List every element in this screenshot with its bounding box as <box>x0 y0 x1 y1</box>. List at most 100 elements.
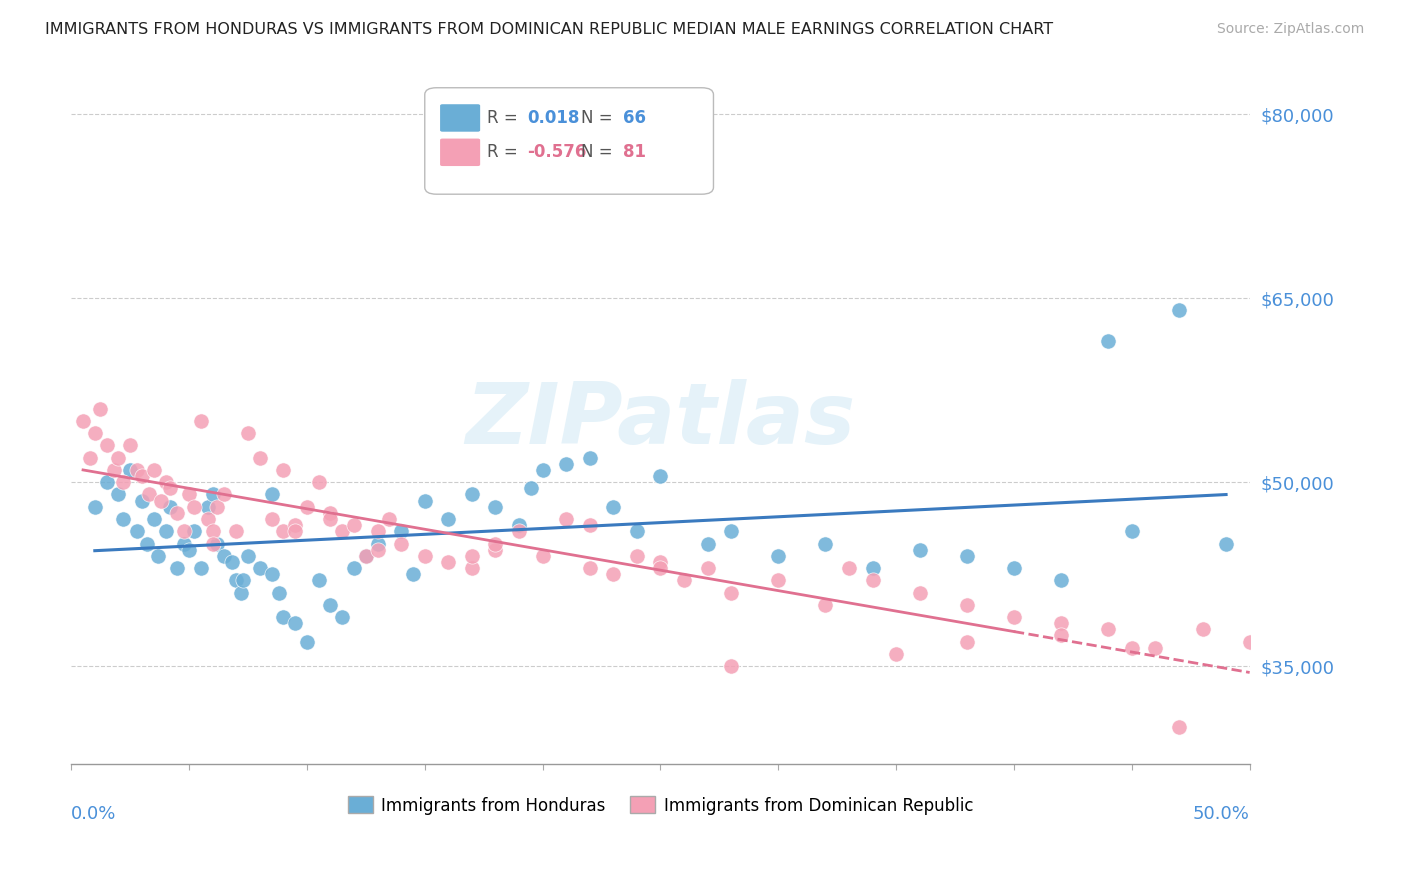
Point <box>249 450 271 465</box>
Point <box>131 469 153 483</box>
Point <box>214 549 236 563</box>
Point <box>177 542 200 557</box>
Point <box>1002 561 1025 575</box>
Point <box>260 567 283 582</box>
Point <box>413 493 436 508</box>
Point <box>166 506 188 520</box>
Legend: Immigrants from Honduras, Immigrants from Dominican Republic: Immigrants from Honduras, Immigrants fro… <box>342 789 980 822</box>
Point <box>1050 574 1073 588</box>
Point <box>1050 628 1073 642</box>
Point <box>79 450 101 465</box>
Point <box>267 585 290 599</box>
Point <box>197 512 219 526</box>
Point <box>626 524 648 539</box>
Point <box>1002 610 1025 624</box>
Point <box>295 634 318 648</box>
Point <box>1215 536 1237 550</box>
Point <box>555 457 578 471</box>
Point <box>650 555 672 569</box>
Text: N =: N = <box>582 109 613 127</box>
Point <box>437 555 460 569</box>
Point <box>461 549 484 563</box>
Point <box>232 574 254 588</box>
Point <box>413 549 436 563</box>
Point <box>531 549 554 563</box>
Point <box>508 524 530 539</box>
Point <box>956 634 979 648</box>
Point <box>159 481 181 495</box>
Point <box>330 524 353 539</box>
Point <box>308 574 330 588</box>
Point <box>273 524 295 539</box>
Point <box>214 487 236 501</box>
Point <box>1168 721 1191 735</box>
Point <box>173 524 195 539</box>
Point <box>120 438 142 452</box>
Point <box>155 524 177 539</box>
Point <box>578 450 600 465</box>
Point <box>207 536 229 550</box>
Point <box>1168 303 1191 318</box>
Point <box>284 518 307 533</box>
Point <box>696 536 718 550</box>
Point <box>107 450 129 465</box>
Point <box>354 549 377 563</box>
Point <box>437 512 460 526</box>
Point <box>236 549 259 563</box>
Point <box>696 561 718 575</box>
Point <box>260 487 283 501</box>
Point <box>197 500 219 514</box>
Point <box>768 549 790 563</box>
Point <box>142 512 165 526</box>
Point <box>1191 623 1213 637</box>
Point <box>484 500 506 514</box>
Point <box>190 561 212 575</box>
Point <box>112 512 135 526</box>
Point <box>672 574 695 588</box>
FancyBboxPatch shape <box>440 104 479 132</box>
Point <box>343 561 366 575</box>
Point <box>155 475 177 490</box>
Point <box>461 487 484 501</box>
Point <box>650 469 672 483</box>
Point <box>768 574 790 588</box>
Point <box>149 493 172 508</box>
Point <box>308 475 330 490</box>
Point <box>225 524 247 539</box>
Point <box>838 561 860 575</box>
Point <box>273 610 295 624</box>
Text: R =: R = <box>488 144 517 161</box>
Point <box>884 647 907 661</box>
Point <box>159 500 181 514</box>
Point <box>650 561 672 575</box>
Point <box>531 463 554 477</box>
Point <box>862 561 884 575</box>
Text: 50.0%: 50.0% <box>1192 805 1250 823</box>
Point <box>236 426 259 441</box>
Point <box>112 475 135 490</box>
Point <box>956 549 979 563</box>
Text: 0.0%: 0.0% <box>72 805 117 823</box>
FancyBboxPatch shape <box>440 138 479 166</box>
Text: R =: R = <box>488 109 517 127</box>
Text: 66: 66 <box>623 109 645 127</box>
Point <box>319 598 342 612</box>
Point <box>103 463 125 477</box>
Point <box>956 598 979 612</box>
Text: Source: ZipAtlas.com: Source: ZipAtlas.com <box>1216 22 1364 37</box>
Point <box>319 512 342 526</box>
Point <box>166 561 188 575</box>
Point <box>908 542 931 557</box>
Text: ZIPatlas: ZIPatlas <box>465 379 856 462</box>
Point <box>720 659 742 673</box>
Point <box>260 512 283 526</box>
Point <box>96 438 118 452</box>
Text: 81: 81 <box>623 144 645 161</box>
Text: -0.576: -0.576 <box>527 144 586 161</box>
Point <box>201 524 224 539</box>
Point <box>107 487 129 501</box>
Point <box>1121 524 1143 539</box>
Point <box>120 463 142 477</box>
Text: IMMIGRANTS FROM HONDURAS VS IMMIGRANTS FROM DOMINICAN REPUBLIC MEDIAN MALE EARNI: IMMIGRANTS FROM HONDURAS VS IMMIGRANTS F… <box>45 22 1053 37</box>
Point <box>484 536 506 550</box>
